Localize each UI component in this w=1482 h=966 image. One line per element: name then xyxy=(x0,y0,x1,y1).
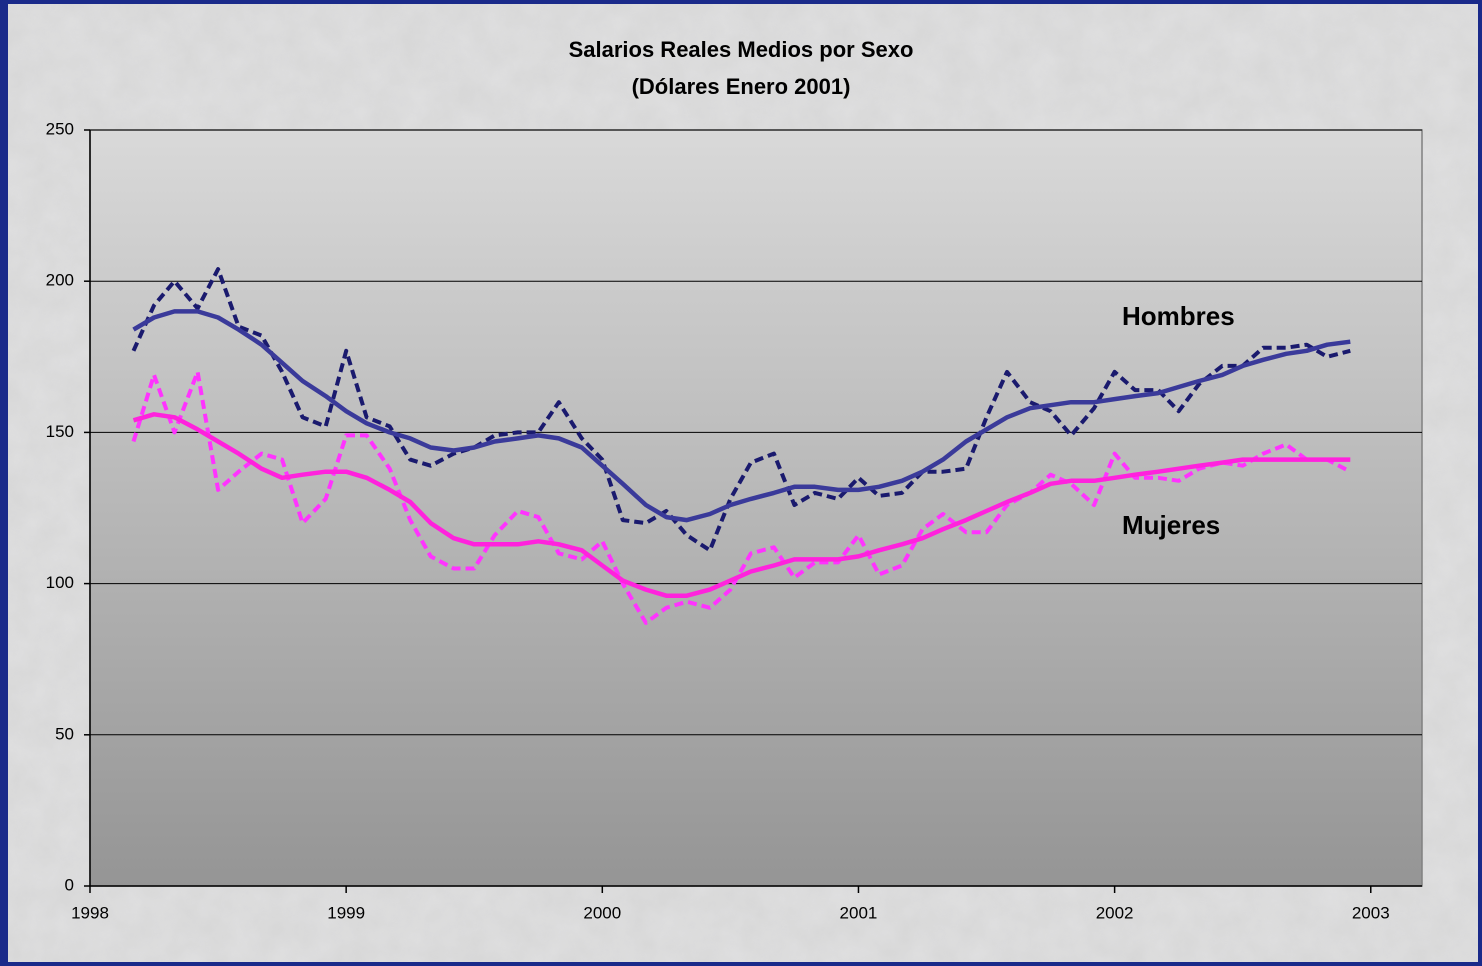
x-tick-label: 2002 xyxy=(1096,903,1134,922)
x-tick-label: 2003 xyxy=(1352,903,1390,922)
y-tick-label: 250 xyxy=(46,119,74,138)
x-tick-label: 2001 xyxy=(840,903,878,922)
x-tick-label: 2000 xyxy=(583,903,621,922)
plot-area xyxy=(89,129,1423,887)
y-tick-label: 150 xyxy=(46,422,74,441)
y-tick-label: 200 xyxy=(46,271,74,290)
chart-subtitle: (Dólares Enero 2001) xyxy=(632,74,851,99)
raw-line xyxy=(131,369,1352,625)
y-tick-label: 50 xyxy=(55,724,74,743)
x-tick-label: 1998 xyxy=(71,903,109,922)
trend-line xyxy=(132,412,1351,598)
series-label: Hombres xyxy=(1122,301,1235,331)
chart-title: Salarios Reales Medios por Sexo xyxy=(569,37,914,62)
y-tick-label: 0 xyxy=(65,875,74,894)
x-tick-label: 1999 xyxy=(327,903,365,922)
y-tick-label: 100 xyxy=(46,573,74,592)
trend-line xyxy=(132,309,1351,523)
series-label: Mujeres xyxy=(1122,510,1220,540)
raw-line xyxy=(131,267,1351,553)
